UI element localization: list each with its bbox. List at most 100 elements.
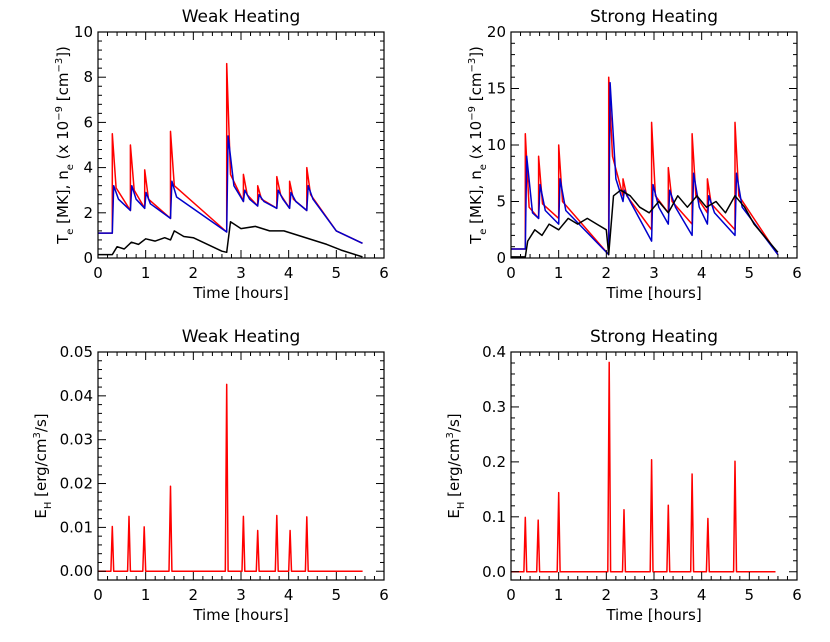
x-tick-label: 5 <box>745 264 755 282</box>
y-tick-label: 0.0 <box>482 563 506 581</box>
y-label-part: E <box>445 509 463 518</box>
y-tick-label: 0.03 <box>60 431 93 449</box>
y-label-sup: −9 <box>467 106 478 121</box>
x-tick-label: 4 <box>284 586 294 604</box>
x-tick-label: 5 <box>745 586 755 604</box>
x-tick-label: 6 <box>792 264 802 282</box>
series-line-2 <box>511 82 779 256</box>
y-label-part: /s] <box>32 413 50 432</box>
series-line-1 <box>511 76 779 256</box>
chart-title: Strong Heating <box>590 7 718 27</box>
x-tick-label: 5 <box>332 264 342 282</box>
y-label-part: ]) <box>54 46 72 58</box>
y-label-part: [erg/cm <box>445 438 463 501</box>
series-line-1 <box>98 383 363 572</box>
y-label-part: T <box>467 234 485 245</box>
y-axis-label: Te [MK], ne (x 10−9 [cm−3]) <box>467 46 489 245</box>
y-tick-label: 0 <box>496 249 506 267</box>
series-line-1 <box>511 361 776 573</box>
x-tick-label: 0 <box>93 586 103 604</box>
y-tick-label: 0.00 <box>60 562 93 580</box>
chart-panel-4: Strong Heating 0 1 2 3 4 5 6 Time [hours] 0.0 0.1 0… <box>445 327 802 624</box>
series-line-3 <box>98 221 363 258</box>
y-label-part: [cm <box>54 73 72 106</box>
x-tick-label: 3 <box>649 264 659 282</box>
plot-frame <box>97 31 385 259</box>
series-line-2 <box>98 135 363 244</box>
y-axis-label: Te [MK], ne (x 10−9 [cm−3]) <box>54 46 76 245</box>
y-label-part: T <box>54 234 72 245</box>
y-tick-label: 0.05 <box>60 343 93 361</box>
x-axis-label: Time [hours] <box>605 606 701 624</box>
x-tick-label: 3 <box>236 586 246 604</box>
plot-frame <box>510 351 798 581</box>
y-label-sub: e <box>65 164 76 170</box>
y-label-sub: e <box>478 164 489 170</box>
chart-panel-3: Weak Heating 0 1 2 3 4 5 6 Time [hours] 0.00 0.01 0… <box>32 327 389 624</box>
y-label-part: (x 10 <box>54 121 72 164</box>
y-label-part: /s] <box>445 413 463 432</box>
y-tick-label: 5 <box>496 193 506 211</box>
y-tick-label: 0.3 <box>482 398 506 416</box>
y-label-part: [cm <box>467 73 485 106</box>
y-label-part: (x 10 <box>467 121 485 164</box>
x-axis-label: Time [hours] <box>192 284 288 302</box>
chart-title: Weak Heating <box>182 327 301 347</box>
series-line-3 <box>511 189 779 258</box>
x-tick-label: 0 <box>93 264 103 282</box>
y-axis-label: EH [erg/cm3/s] <box>32 413 54 518</box>
y-label-sub: H <box>456 502 467 510</box>
y-tick-label: 0.01 <box>60 518 93 536</box>
y-label-part: [MK], n <box>54 170 72 228</box>
x-tick-label: 5 <box>332 586 342 604</box>
y-tick-label: 0.02 <box>60 475 93 493</box>
y-tick-label: 0.2 <box>482 453 506 471</box>
x-axis-label: Time [hours] <box>192 606 288 624</box>
y-tick-label: 10 <box>74 23 93 41</box>
chart-panel-1: Weak Heating 0 1 2 3 4 5 6 Time [hours] 0 2 4 6 8 10 Te… <box>54 7 389 302</box>
y-tick-label: 0.1 <box>482 508 506 526</box>
y-label-sup: 3 <box>445 432 456 438</box>
y-tick-label: 2 <box>83 204 93 222</box>
y-label-part: ]) <box>467 46 485 58</box>
y-label-part: [erg/cm <box>32 438 50 501</box>
x-tick-label: 1 <box>141 586 151 604</box>
x-axis-label: Time [hours] <box>605 284 701 302</box>
x-tick-label: 2 <box>189 586 199 604</box>
y-tick-label: 10 <box>487 136 506 154</box>
y-label-sup: −3 <box>467 58 478 73</box>
y-tick-label: 8 <box>83 68 93 86</box>
y-tick-label: 0 <box>83 249 93 267</box>
x-tick-label: 1 <box>554 586 564 604</box>
x-tick-label: 2 <box>189 264 199 282</box>
x-tick-label: 4 <box>284 264 294 282</box>
x-tick-label: 6 <box>379 264 389 282</box>
y-label-sup: −9 <box>54 106 65 121</box>
y-label-part: E <box>32 509 50 518</box>
x-tick-label: 3 <box>649 586 659 604</box>
y-label-part: [MK], n <box>467 170 485 228</box>
y-tick-label: 0.4 <box>482 343 506 361</box>
y-tick-label: 20 <box>487 23 506 41</box>
x-tick-label: 6 <box>379 586 389 604</box>
chart-title: Strong Heating <box>590 327 718 347</box>
y-tick-label: 0.04 <box>60 387 93 405</box>
y-label-sup: −3 <box>54 58 65 73</box>
y-tick-label: 15 <box>487 80 506 98</box>
x-tick-label: 4 <box>697 586 707 604</box>
x-tick-label: 2 <box>602 264 612 282</box>
chart-panel-2: Strong Heating 0 1 2 3 4 5 6 Time [hours] 0 5 10 15 2… <box>467 7 802 302</box>
y-axis-label: EH [erg/cm3/s] <box>445 413 467 518</box>
x-tick-label: 1 <box>141 264 151 282</box>
x-tick-label: 0 <box>506 586 516 604</box>
y-tick-label: 6 <box>83 113 93 131</box>
chart-title: Weak Heating <box>182 7 301 27</box>
x-tick-label: 0 <box>506 264 516 282</box>
x-tick-label: 2 <box>602 586 612 604</box>
x-tick-label: 3 <box>236 264 246 282</box>
y-label-sub: e <box>65 229 76 235</box>
y-label-sub: H <box>43 502 54 510</box>
x-tick-label: 4 <box>697 264 707 282</box>
x-tick-label: 1 <box>554 264 564 282</box>
